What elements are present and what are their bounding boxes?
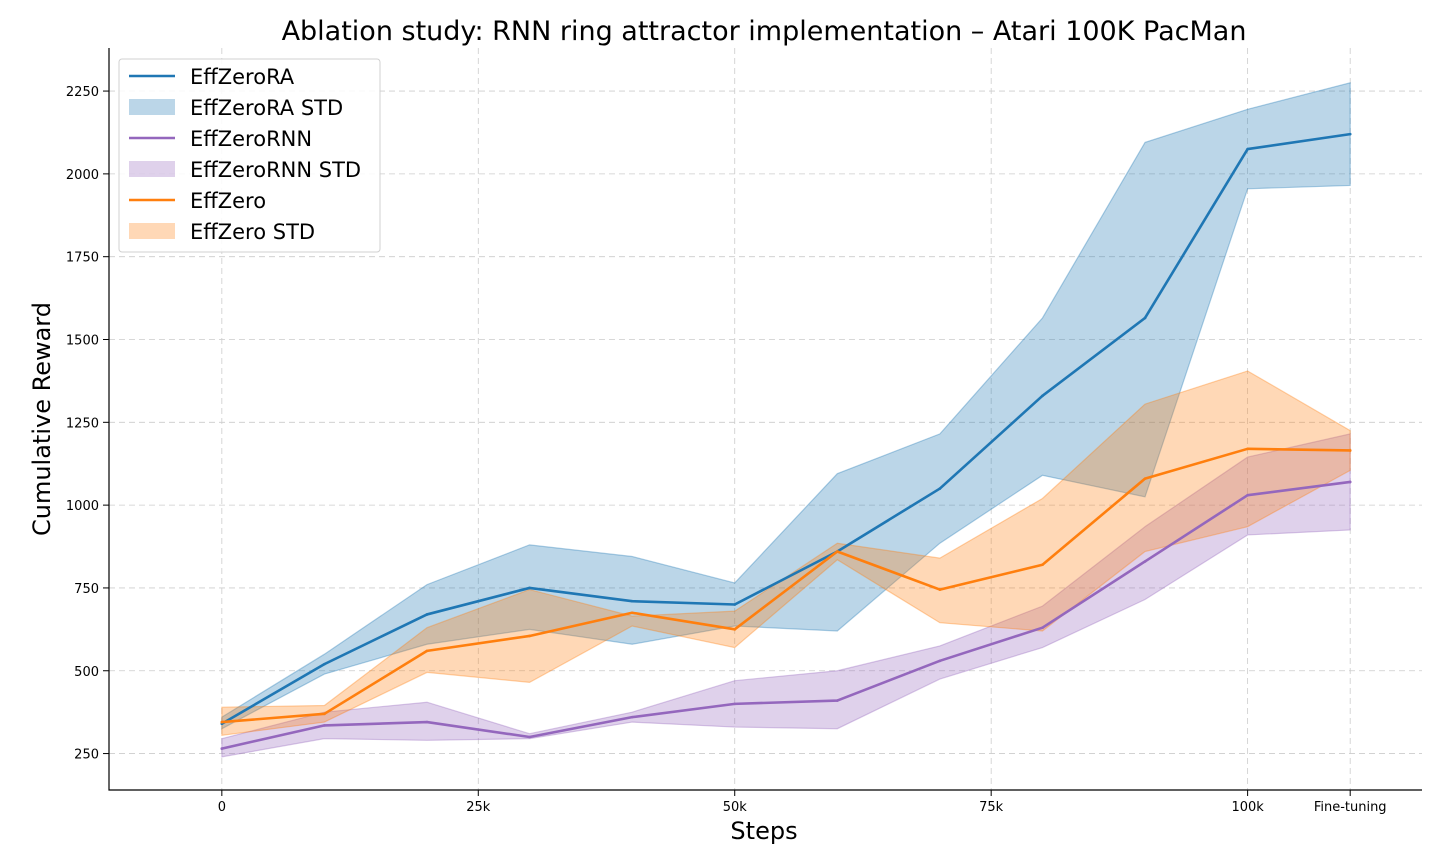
data-point-effzero: [425, 649, 429, 653]
data-point-effzero: [1041, 563, 1044, 567]
chart-title: Ablation study: RNN ring attractor imple…: [282, 16, 1247, 47]
series-line-effzerora: [220, 132, 1352, 726]
data-point-effzerora: [733, 603, 737, 606]
data-point-effzero: [220, 720, 224, 724]
data-point-effzerornn: [1041, 626, 1044, 629]
legend-swatch-effzerornn-std: [129, 161, 175, 177]
std-band-effzero: [221, 370, 1351, 737]
data-point-effzero: [630, 611, 634, 615]
y-tick-label: 500: [74, 665, 99, 680]
data-point-effzerora: [1246, 147, 1249, 151]
data-point-effzero: [1348, 449, 1352, 452]
std-bands: [221, 82, 1351, 758]
data-point-effzerora: [1143, 316, 1147, 320]
data-point-effzero: [938, 588, 942, 591]
x-tick-label: Fine-tuning: [1314, 800, 1387, 815]
x-tick-label: 25k: [466, 800, 491, 815]
x-tick-label: 0: [218, 800, 226, 815]
series-line-effzero: [220, 447, 1352, 724]
legend-box: [118, 58, 381, 253]
data-point-effzerornn: [836, 699, 839, 702]
legend-label-effzerora: EffZeroRA: [190, 65, 295, 89]
data-point-effzero: [323, 712, 326, 716]
data-point-effzero: [1143, 477, 1147, 480]
data-point-effzerora: [425, 613, 429, 616]
y-tick-label: 1750: [66, 251, 99, 266]
legend-label-effzerora-std: EffZeroRA STD: [190, 96, 343, 120]
x-tick-label: 50k: [723, 800, 748, 815]
series-lines: [220, 132, 1352, 750]
x-axis-ticks: 0 25k 50k 75k 100k Fine-tuning: [218, 790, 1387, 815]
legend: EffZeroRA EffZeroRA STD EffZeroRNN EffZe…: [118, 58, 381, 253]
axes-frame: [108, 48, 1422, 791]
data-point-effzerornn: [1348, 480, 1352, 484]
y-axis-label: Cumulative Reward: [28, 302, 56, 536]
data-point-effzerornn: [528, 735, 531, 739]
data-point-effzerornn: [220, 747, 224, 750]
legend-label-effzerornn: EffZeroRNN: [190, 127, 312, 151]
y-tick-label: 1500: [66, 334, 99, 349]
legend-label-effzero: EffZero: [190, 189, 266, 213]
y-tick-label: 2000: [66, 168, 99, 183]
data-point-effzerornn: [323, 724, 326, 727]
data-point-effzerora: [938, 487, 942, 490]
data-point-effzero: [1246, 447, 1249, 451]
y-tick-label: 1000: [66, 499, 99, 514]
data-point-effzerora: [323, 662, 326, 666]
std-band-effzerora: [221, 82, 1351, 730]
x-axis-label: Steps: [730, 817, 797, 845]
y-tick-label: 750: [74, 582, 99, 597]
data-point-effzerora: [630, 599, 634, 603]
data-point-effzerora: [528, 586, 531, 590]
x-tick-label: 75k: [979, 800, 1004, 815]
data-point-effzerornn: [630, 715, 634, 719]
legend-label-effzero-std: EffZero STD: [190, 220, 315, 244]
data-point-effzero: [528, 634, 531, 638]
legend-label-effzerornn-std: EffZeroRNN STD: [190, 158, 361, 182]
y-tick-label: 2250: [66, 85, 99, 100]
y-tick-label: 250: [74, 748, 99, 763]
data-point-effzerora: [1041, 394, 1044, 398]
y-tick-label: 1250: [66, 416, 99, 431]
legend-swatch-effzerora-std: [129, 99, 175, 115]
y-axis-ticks: 250 500 750 1000 1250 1500 1750 2000 2250: [66, 85, 109, 763]
series-line-effzerornn: [220, 480, 1352, 750]
data-point-effzero: [733, 628, 737, 631]
data-point-effzerornn: [1143, 560, 1147, 563]
x-tick-label: 100k: [1231, 800, 1264, 815]
grid: [109, 48, 1422, 790]
data-point-effzero: [836, 550, 839, 553]
legend-swatch-effzero-std: [129, 223, 175, 239]
data-point-effzerornn: [425, 720, 429, 724]
data-point-effzerora: [1348, 132, 1352, 136]
data-point-effzerornn: [733, 702, 737, 706]
data-point-effzerornn: [938, 659, 942, 663]
data-point-effzerornn: [1246, 493, 1249, 497]
